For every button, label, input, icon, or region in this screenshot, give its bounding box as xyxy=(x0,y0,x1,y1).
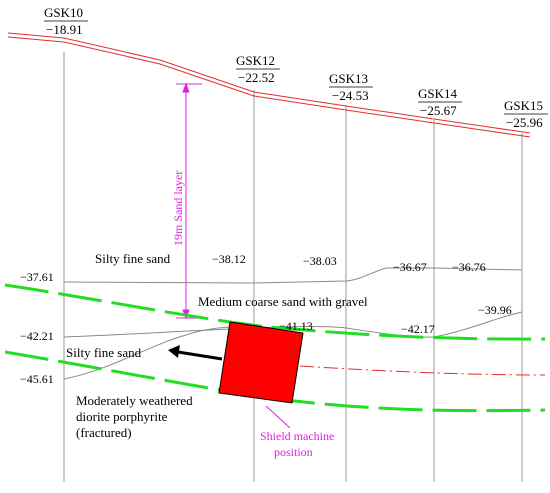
borehole-id: GSK14 xyxy=(418,86,458,101)
borehole-elevation: −25.67 xyxy=(420,103,457,118)
depth-label: −36.67 xyxy=(393,260,427,274)
borehole-id: GSK10 xyxy=(44,5,83,20)
borehole-header-gsk10: GSK10 −18.91 xyxy=(44,5,88,37)
depth-label: −41.13 xyxy=(279,319,313,333)
direction-arrow xyxy=(168,345,223,361)
layer-label-diorite-line1: Moderately weathered xyxy=(76,393,193,408)
depth-label: −45.61 xyxy=(20,372,54,386)
shield-label-line2: position xyxy=(274,445,313,459)
ground-surface-line xyxy=(7,32,531,138)
depth-label: −39.96 xyxy=(478,303,512,317)
depth-label: −42.17 xyxy=(401,322,435,336)
tunnel-boundaries xyxy=(4,283,546,413)
depth-label: −37.61 xyxy=(20,270,54,284)
layer-label-silty-fine-sand-upper: Silty fine sand xyxy=(95,251,171,266)
borehole-id: GSK12 xyxy=(236,53,275,68)
borehole-id: GSK13 xyxy=(329,71,368,86)
layer-label-diorite-line3: (fractured) xyxy=(76,425,132,440)
depth-label: −42.21 xyxy=(20,329,54,343)
sand-layer-label: 19m Sand layer xyxy=(171,171,185,246)
borehole-elevation: −22.52 xyxy=(238,70,275,85)
layer-label-silty-fine-sand-lower: Silty fine sand xyxy=(66,345,142,360)
depth-label: −38.12 xyxy=(212,252,246,266)
lower-boundary xyxy=(63,326,231,380)
borehole-lines xyxy=(63,52,523,482)
shield-machine xyxy=(218,321,304,404)
layer-label-medium-coarse-sand: Medium coarse sand with gravel xyxy=(198,294,368,309)
borehole-id: GSK15 xyxy=(504,98,543,113)
depth-label: −36.76 xyxy=(452,260,486,274)
depth-label: −38.03 xyxy=(303,254,337,268)
upper-boundary xyxy=(63,267,523,284)
borehole-elevation: −18.91 xyxy=(46,22,83,37)
borehole-header-gsk13: GSK13 −24.53 xyxy=(329,71,373,103)
shield-label-line1: Shield machine xyxy=(260,429,334,443)
borehole-elevation: −24.53 xyxy=(332,88,369,103)
tunnel-bottom-boundary xyxy=(4,350,546,413)
tunnel-centerline xyxy=(299,365,546,376)
tunnel-top-boundary xyxy=(4,283,546,341)
borehole-header-gsk12: GSK12 −22.52 xyxy=(236,53,280,85)
shield-leader-line xyxy=(265,405,291,429)
layer-label-diorite-line2: diorite porphyrite xyxy=(76,409,168,424)
middle-boundary xyxy=(63,311,523,338)
borehole-header-gsk14: GSK14 −25.67 xyxy=(418,86,462,118)
stratum-boundaries xyxy=(63,267,523,380)
borehole-elevation: −25.96 xyxy=(506,115,543,130)
borehole-header-gsk15: GSK15 −25.96 xyxy=(504,98,548,130)
